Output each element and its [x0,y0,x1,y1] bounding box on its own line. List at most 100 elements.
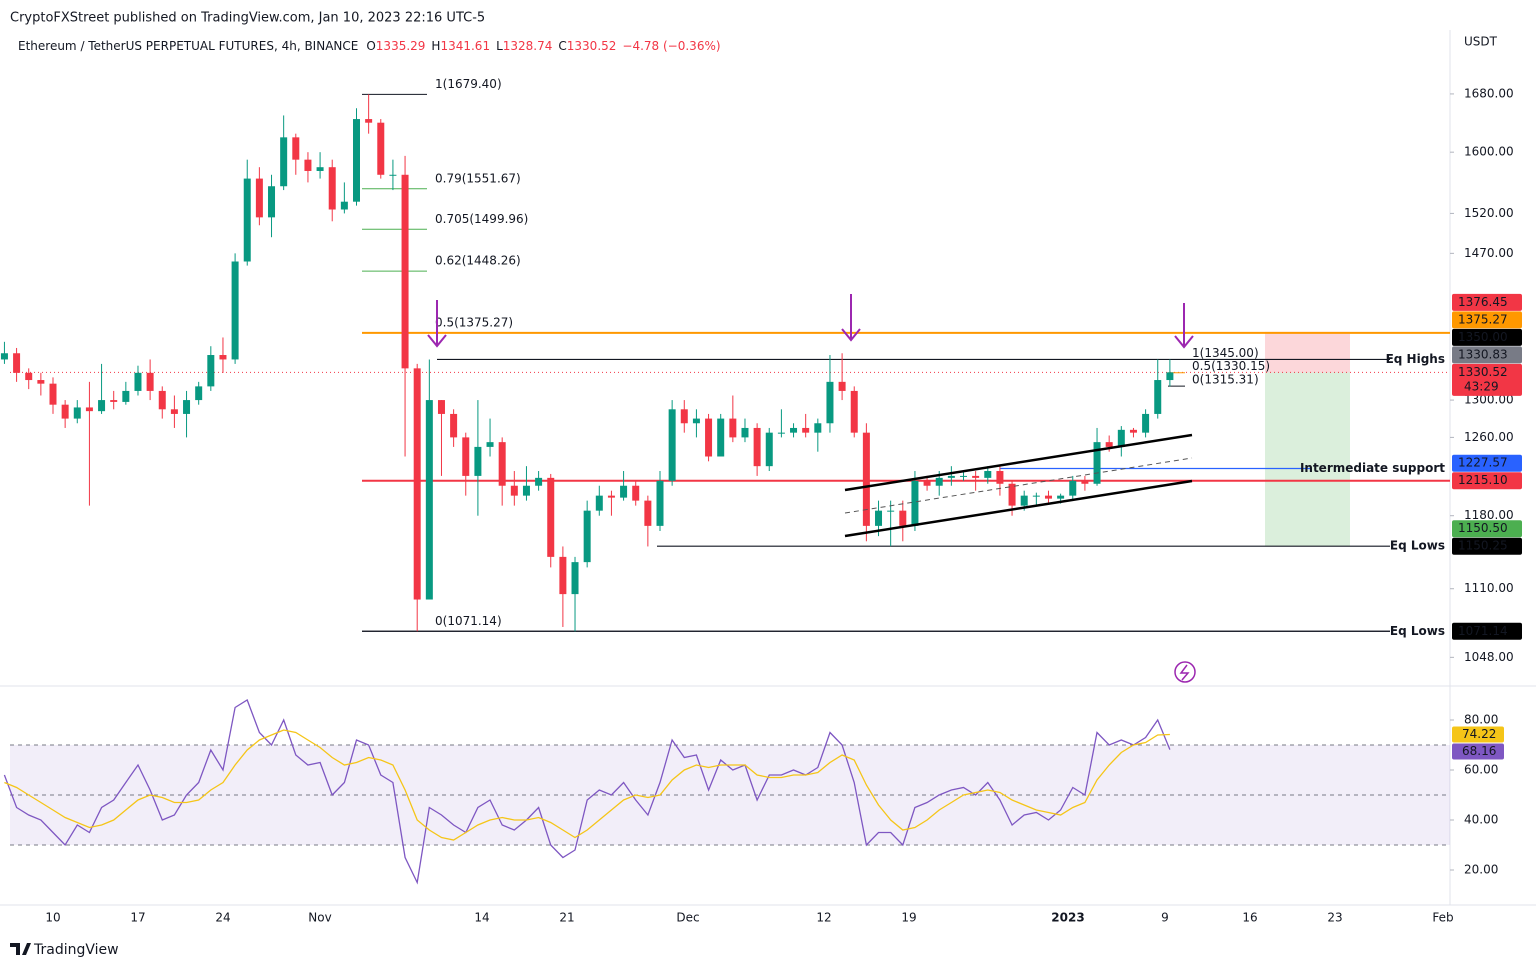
price-label-box [1452,293,1522,311]
candle-body [110,400,118,402]
fib-label: 0(1071.14) [435,614,502,628]
candle-body [947,475,955,478]
candle-body [292,137,300,160]
candle-body [1081,480,1089,484]
y-tick-label: 1470.00 [1464,246,1514,260]
channel-lower [844,479,1193,538]
value-box [1452,726,1504,743]
candle-body [170,409,178,414]
price-label-box [1452,454,1522,472]
candle-body [668,409,676,481]
x-tick-label: 17 [130,911,145,925]
y-tick-label: 1520.00 [1464,206,1514,220]
x-tick-label: 12 [816,911,831,925]
candle-body [134,372,142,391]
event-icon-bolt [1179,664,1190,681]
candle-body [255,178,263,218]
fib-label: 0(1315.31) [1192,373,1259,387]
y-tick-label: 1600.00 [1464,145,1514,159]
candle-body [462,437,470,476]
candle-body [862,432,870,526]
x-tick-label: 2023 [1051,911,1084,925]
x-tick-label: 10 [45,911,60,925]
position-reward [1265,372,1350,546]
candle-body [353,119,360,202]
price-countdown: 43:29 [1464,379,1499,393]
candle-body [1020,495,1028,506]
price-label-box [1452,346,1522,364]
candle-body [741,427,749,438]
candle-body [680,409,688,424]
candle-body [122,390,130,402]
line-label: Intermediate support [1300,461,1445,475]
candle-body [559,556,567,595]
ohlc-label: O [366,39,375,53]
brand: TradingView [10,942,119,958]
x-tick-label: 9 [1161,911,1169,925]
candle-body [935,477,943,486]
price-label-box [1452,537,1522,555]
candle-body [838,381,846,391]
candle-body [401,174,409,369]
x-tick-label: Dec [676,911,699,925]
candle-body [717,418,725,457]
candle-body [826,381,834,424]
y-tick-label: 1300.00 [1464,393,1514,407]
candle-body [1166,372,1174,381]
candle-body [535,477,543,486]
candle-body [37,380,45,384]
candle-body [1044,495,1052,499]
candle-body [923,480,931,486]
candle-body [522,485,530,496]
candle-body [729,418,737,438]
candle-body [437,400,445,414]
candle-body [49,383,57,405]
candle-body [0,353,8,360]
candle-body [73,407,81,419]
x-tick-label: 14 [474,911,489,925]
symbol: Ethereum / TetherUS PERPETUAL FUTURES, 4… [18,39,358,53]
y-tick-label: 80.00 [1464,713,1498,727]
price-label: 1150.25 [1458,539,1508,553]
price-label-box [1452,622,1522,640]
candle-body [195,386,203,401]
candle-body [413,368,421,600]
candle-body [85,407,93,412]
candle-body [887,510,895,512]
y-tick-label: 1048.00 [1464,650,1514,664]
candle-body [1117,429,1125,447]
ohlc-value: 1335.29 [376,39,426,53]
y-tick-label: 40.00 [1464,813,1498,827]
candle-body [268,186,276,218]
candle-body [219,355,227,360]
candle-body [960,475,967,477]
candle-body [1154,380,1162,414]
price-label: 1227.57 [1458,456,1508,470]
event-icon[interactable] [1174,661,1196,683]
candle-body [547,477,555,557]
candle-body [486,442,494,447]
arrow [1174,303,1194,349]
price-label: 1376.45 [1458,295,1508,309]
price-label-box [1452,472,1522,490]
candle-body [1057,495,1065,499]
line-label: Eq Lows [1390,624,1445,638]
candle-body [1129,429,1137,433]
candle-body [158,390,166,410]
y-tick-label: 1110.00 [1464,581,1514,595]
value-box-label: 74.22 [1462,727,1496,741]
fib-label: 0.705(1499.96) [435,212,528,226]
candle-body [777,432,785,434]
fib-label: 1(1679.40) [435,77,502,91]
price-label-box [1452,520,1522,538]
x-tick-label: 16 [1242,911,1257,925]
price-label: 1150.50 [1458,521,1508,535]
candle-body [692,418,700,424]
x-tick-label: 23 [1327,911,1342,925]
ohlc-label: H [431,39,440,53]
candle-body [583,510,591,563]
price-pane: 1680.00 1600.00 1520.00 1470.00 1300.00 1260.… [0,77,1522,664]
y-tick-label: 1680.00 [1464,86,1514,100]
candle-body [61,404,69,419]
